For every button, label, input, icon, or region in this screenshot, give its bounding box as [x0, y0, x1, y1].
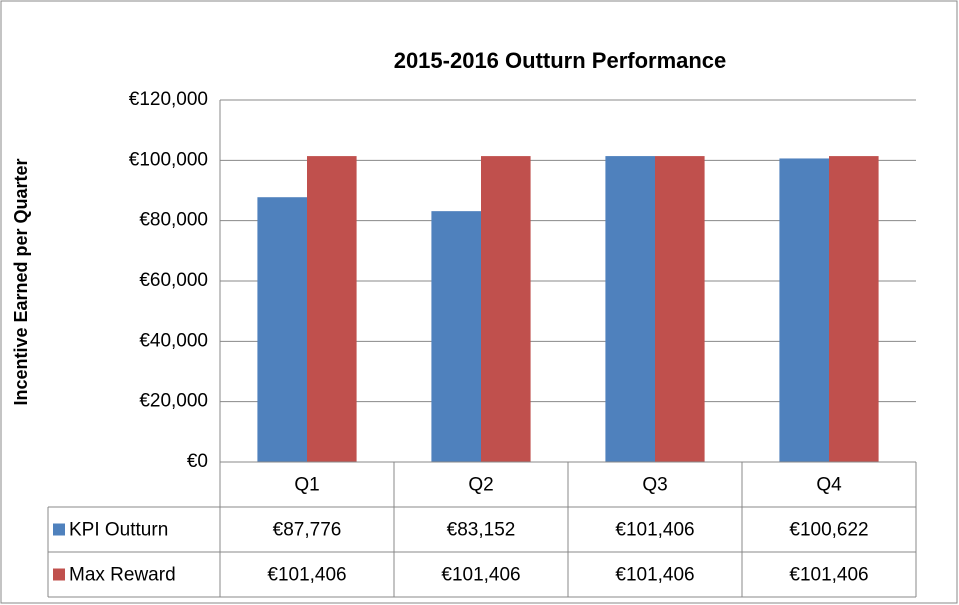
bar: [605, 156, 655, 462]
table-cell: €101,406: [789, 565, 868, 586]
bar: [481, 156, 531, 462]
y-tick-label: €80,000: [139, 210, 208, 231]
legend-label: Max Reward: [69, 565, 176, 586]
y-axis-label: Incentive Earned per Quarter: [11, 158, 31, 405]
y-tick-label: €40,000: [139, 330, 208, 351]
chart-title: 2015-2016 Outturn Performance: [394, 48, 727, 73]
x-tick-label: Q2: [468, 475, 493, 496]
table-cell: €83,152: [447, 520, 516, 541]
y-tick-label: €120,000: [129, 89, 208, 110]
bar: [431, 211, 481, 462]
y-tick-label: €60,000: [139, 270, 208, 291]
y-tick-label: €100,000: [129, 149, 208, 170]
x-tick-label: Q4: [816, 475, 842, 496]
x-tick-label: Q1: [294, 475, 319, 496]
bar: [257, 197, 307, 463]
table-cell: €101,406: [615, 520, 694, 541]
table-cell: €101,406: [267, 565, 346, 586]
bar: [779, 158, 829, 462]
y-tick-label: €0: [187, 451, 208, 472]
legend-key: [53, 523, 65, 536]
bar: [655, 156, 705, 462]
table-cell: €87,776: [273, 520, 342, 541]
x-tick-label: Q3: [642, 475, 667, 496]
table-cell: €101,406: [615, 565, 694, 586]
y-tick-label: €20,000: [139, 391, 208, 412]
table-cell: €101,406: [441, 565, 520, 586]
table-cell: €100,622: [789, 520, 868, 541]
bar: [307, 156, 357, 462]
bar: [829, 156, 879, 462]
legend-key: [53, 568, 65, 581]
legend-label: KPI Outturn: [69, 520, 168, 541]
